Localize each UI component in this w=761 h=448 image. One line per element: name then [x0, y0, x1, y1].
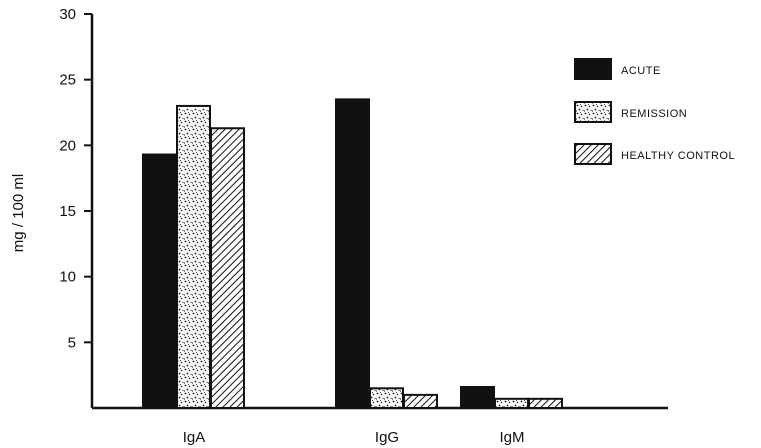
legend-label: ACUTE — [621, 65, 661, 77]
legend-swatch-healthy-control — [574, 143, 612, 165]
bar-remission-igm — [494, 397, 529, 410]
bar-healthy-control-igg — [403, 393, 438, 410]
bar-acute-igm — [460, 385, 495, 409]
legend-label: REMISSION — [621, 108, 687, 120]
y-tick-label: 15 — [59, 203, 76, 220]
y-tick-label: 25 — [59, 72, 76, 89]
bar-healthy-control-igm — [528, 397, 563, 410]
category-label: IgM — [499, 429, 524, 446]
legend: ACUTE REMISSION HEALTHY CONTROL — [574, 58, 735, 165]
y-tick-label: 30 — [59, 6, 76, 23]
legend-swatch-remission — [574, 101, 612, 123]
legend-label: HEALTHY CONTROL — [621, 150, 735, 162]
bar-acute-iga — [142, 153, 177, 409]
bar-remission-iga — [176, 104, 211, 410]
legend-swatch-acute — [574, 58, 612, 80]
bar-acute-igg — [335, 98, 370, 409]
category-label: IgG — [375, 429, 399, 446]
bar-healthy-control-iga — [210, 127, 245, 409]
y-ticks: 5 10 15 20 25 30 — [59, 6, 92, 351]
bar-remission-igg — [369, 387, 404, 409]
y-tick-label: 5 — [68, 334, 76, 351]
y-tick-label: 20 — [59, 137, 76, 154]
y-axis-label: mg / 100 ml — [10, 174, 27, 252]
y-tick-label: 10 — [59, 269, 76, 286]
bars — [142, 98, 563, 410]
category-label: IgA — [183, 429, 206, 446]
category-labels: IgA IgG IgM — [183, 429, 525, 446]
